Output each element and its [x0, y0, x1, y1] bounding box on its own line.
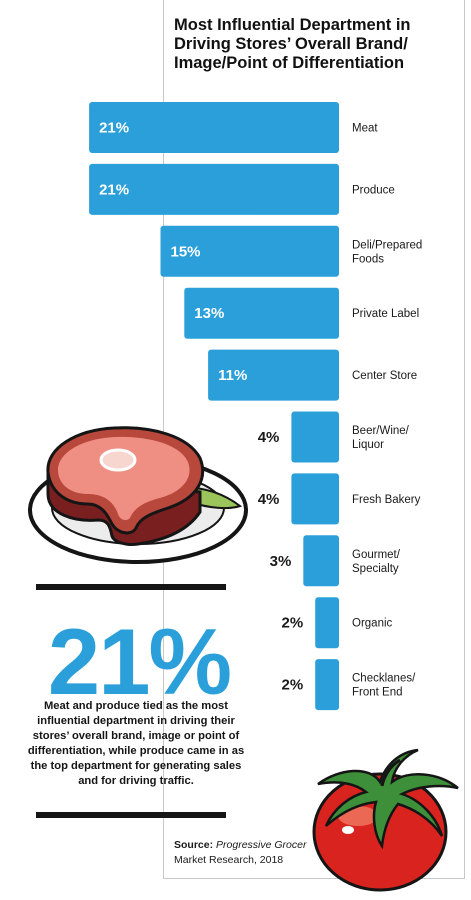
bar-1 — [89, 102, 339, 153]
source-detail: Market Research, 2018 — [174, 854, 284, 866]
value-label-8: 3% — [270, 553, 292, 570]
value-label-3: 15% — [171, 243, 201, 260]
category-label-8: Gourmet/Specialty — [352, 549, 401, 575]
category-label-3: Deli/Prepared Foods — [352, 239, 422, 265]
value-label-9: 2% — [282, 615, 304, 632]
bar-9 — [315, 597, 339, 649]
value-label-1: 21% — [99, 120, 129, 137]
bar-5 — [208, 349, 339, 401]
category-label-10: Checklanes/Front End — [352, 673, 416, 699]
source-label: Source: — [174, 839, 214, 851]
title-line-3: Image/Point of Differentiation — [174, 54, 405, 72]
source-note: Source: Progressive Grocer Market Resear… — [174, 838, 414, 868]
callout-text: Meat and produce tied as the most influe… — [27, 700, 245, 787]
value-label-7: 4% — [258, 491, 280, 508]
bar-4 — [184, 287, 339, 339]
bar-3 — [160, 225, 339, 277]
category-label-5: Center Store — [352, 370, 417, 382]
tomato-icon — [312, 748, 459, 892]
bar-8 — [303, 535, 339, 587]
source-publisher: Progressive Grocer — [216, 839, 307, 851]
category-label-1: Meat — [352, 123, 378, 135]
category-label-9: Organic — [352, 618, 393, 630]
bar-10 — [315, 659, 339, 711]
value-label-10: 2% — [282, 677, 304, 694]
divider-top — [36, 584, 226, 590]
title-line-2: Driving Stores’ Overall Brand/ — [174, 35, 408, 53]
steak-on-plate-icon — [28, 426, 248, 564]
category-label-7: Fresh Bakery — [352, 494, 421, 506]
title-line-1: Most Influential Department in — [174, 16, 411, 34]
category-label-6: Beer/Wine/Liquor — [352, 425, 410, 451]
category-label-2: Produce — [352, 184, 395, 196]
value-label-6: 4% — [258, 429, 280, 446]
value-label-5: 11% — [218, 367, 247, 384]
chart-title: Most Influential Department in Driving S… — [174, 16, 464, 73]
value-label-2: 21% — [99, 181, 129, 198]
bar-6 — [291, 411, 339, 463]
callout-stat: 21% — [47, 609, 232, 714]
value-label-4: 13% — [194, 305, 224, 322]
bar-2 — [89, 163, 339, 215]
category-label-4: Private Label — [352, 308, 419, 320]
divider-bottom — [36, 812, 226, 818]
bar-7 — [291, 473, 339, 525]
